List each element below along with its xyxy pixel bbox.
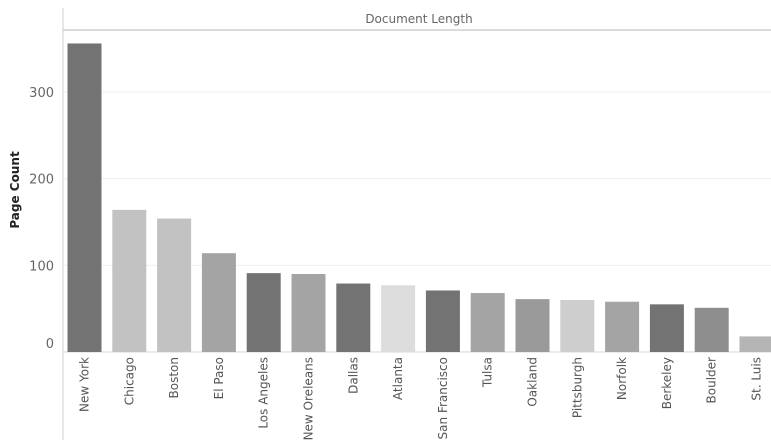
x-tick-label: Norfolk [615,357,629,400]
x-tick-label: Tulsa [481,357,495,388]
y-axis-ticks: 0 100 200 300 [29,86,54,352]
bar [112,210,146,352]
x-axis-labels: New York Chicago Boston El Paso Los Angeles N… [78,357,764,440]
x-tick-label: Los Angeles [257,357,271,429]
x-tick-label: Berkeley [660,357,674,409]
x-tick-label: Pittsburgh [570,357,584,418]
x-tick-label: Atlanta [391,357,405,400]
bar [560,300,594,352]
y-tick-label: 0 [46,337,54,352]
bar [202,253,236,352]
chart-title: Document Length [365,12,472,26]
x-tick-label: Boston [167,357,181,398]
x-tick-label: St. Luis [750,357,764,401]
bar [292,274,326,352]
y-tick-label: 200 [29,173,54,188]
bars [68,43,771,352]
x-tick-label: Oakland [526,357,540,407]
y-tick-label: 100 [29,259,54,274]
bar [336,284,370,352]
x-tick-label: El Paso [212,357,226,399]
bar [695,308,729,352]
x-tick-label: New Oreleans [302,357,316,440]
bar [740,336,771,352]
bar [381,285,415,352]
x-tick-label: Boulder [705,357,719,404]
bar [426,290,460,352]
x-tick-label: San Francisco [436,357,450,439]
bar [157,219,191,352]
bar [68,43,102,352]
bar [471,293,505,352]
bar [247,273,281,352]
bar [650,304,684,352]
x-tick-label: Dallas [346,357,360,394]
x-tick-label: New York [78,357,92,412]
bar [516,299,550,352]
bar [605,302,639,352]
x-tick-label: Chicago [122,357,136,405]
y-tick-label: 300 [29,86,54,101]
y-axis-label: Page Count [8,151,22,229]
